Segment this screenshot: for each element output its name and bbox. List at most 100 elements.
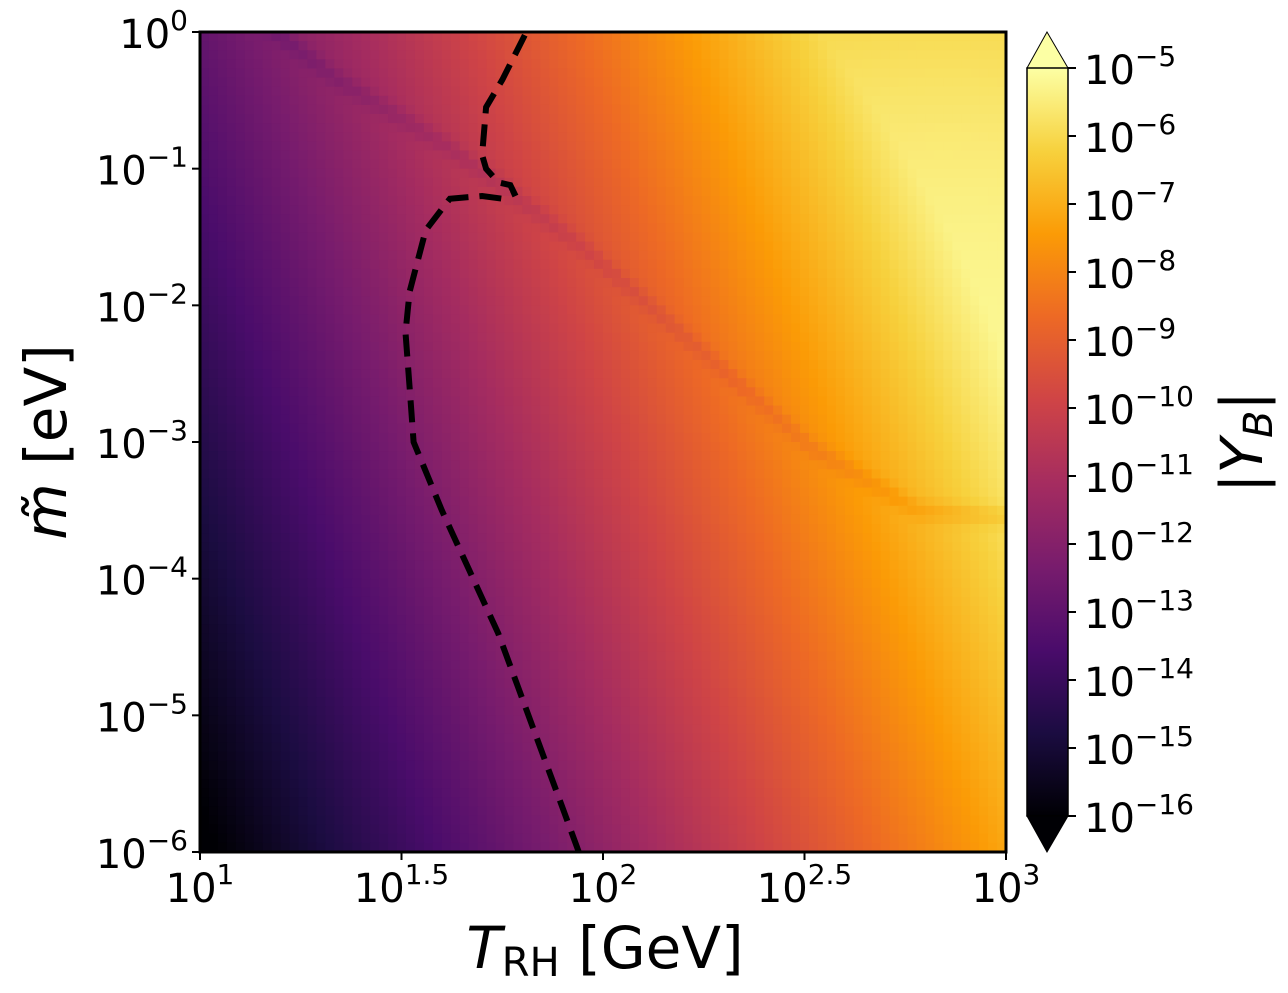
heatmap-cell [988, 341, 998, 352]
heatmap-cell [361, 314, 371, 325]
heatmap-cell [405, 250, 416, 261]
heatmap-cell [585, 478, 595, 489]
heatmap-cell [791, 314, 801, 325]
heatmap-cell [988, 186, 998, 197]
heatmap-cell [325, 268, 335, 279]
heatmap-cell [871, 95, 882, 106]
heatmap-cell [898, 59, 909, 70]
heatmap-cell [997, 369, 1006, 379]
heatmap-cell [943, 524, 953, 534]
heatmap-cell [907, 305, 918, 316]
heatmap-cell [907, 150, 918, 161]
heatmap-cell [961, 168, 971, 179]
heatmap-cell [594, 141, 604, 152]
heatmap-cell [692, 95, 703, 106]
heatmap-cell [576, 50, 586, 60]
heatmap-cell [817, 268, 828, 279]
heatmap-cell [370, 460, 380, 470]
heatmap-cell [540, 59, 550, 70]
heatmap-cell [719, 314, 729, 325]
heatmap-cell [871, 287, 882, 297]
heatmap-cell [307, 460, 318, 470]
heatmap-cell [755, 314, 765, 325]
heatmap-cell [298, 223, 309, 234]
heatmap-cell [620, 95, 631, 106]
heatmap-cell [352, 104, 362, 115]
heatmap-cell [755, 205, 765, 215]
heatmap-cell [289, 86, 300, 97]
heatmap-cell [853, 241, 864, 252]
heatmap-cell [603, 487, 613, 498]
heatmap-cell [800, 259, 810, 270]
heatmap-cell [853, 423, 864, 434]
heatmap-cell [325, 360, 335, 370]
heatmap-cell [692, 114, 703, 124]
heatmap-cell [423, 196, 434, 206]
heatmap-cell [217, 524, 228, 534]
heatmap-cell [611, 223, 622, 234]
heatmap-cell [271, 332, 282, 343]
heatmap-cell [916, 332, 926, 343]
heatmap-cell [674, 396, 685, 407]
heatmap-cell [567, 369, 577, 379]
heatmap-cell [800, 68, 810, 79]
heatmap-cell [468, 305, 479, 316]
heatmap-cell [405, 186, 416, 197]
heatmap-cell [459, 68, 470, 79]
heatmap-cell [656, 287, 667, 297]
heatmap-cell [782, 332, 792, 343]
heatmap-cell [289, 305, 300, 316]
heatmap-cell [549, 68, 559, 79]
heatmap-cell [701, 214, 712, 224]
heatmap-cell [871, 442, 882, 452]
heatmap-cell [325, 259, 335, 270]
heatmap-cell [307, 341, 318, 352]
heatmap-cell [486, 505, 497, 516]
heatmap-cell [244, 232, 255, 243]
heatmap-cell [531, 360, 541, 370]
heatmap-cell [450, 114, 461, 124]
heatmap-cell [808, 305, 819, 316]
heatmap-cell [280, 50, 291, 60]
heatmap-cell [737, 86, 747, 97]
heatmap-cell [522, 423, 532, 434]
heatmap-cell [925, 478, 935, 489]
heatmap-cell [943, 360, 953, 370]
heatmap-cell [844, 59, 855, 70]
heatmap-cell [898, 232, 909, 243]
heatmap-cell [289, 196, 300, 206]
heatmap-cell [200, 432, 210, 443]
heatmap-cell [746, 432, 756, 443]
heatmap-cell [916, 232, 926, 243]
heatmap-cell [647, 487, 658, 498]
heatmap-cell [943, 496, 953, 507]
heatmap-cell [208, 104, 219, 115]
heatmap-cell [961, 268, 971, 279]
heatmap-cell [880, 323, 891, 334]
heatmap-cell [880, 524, 891, 534]
heatmap-cell [665, 241, 676, 252]
heatmap-cell [880, 77, 891, 88]
heatmap-cell [701, 114, 712, 124]
heatmap-cell [298, 469, 309, 480]
heatmap-cell [611, 405, 622, 416]
heatmap-cell [468, 205, 479, 215]
heatmap-cell [441, 423, 452, 434]
heatmap-cell [997, 360, 1006, 370]
heatmap-cell [450, 232, 461, 243]
heatmap-cell [764, 86, 774, 97]
heatmap-cell [208, 68, 219, 79]
heatmap-cell [755, 132, 765, 142]
heatmap-cell [943, 487, 953, 498]
heatmap-cell [334, 86, 344, 97]
heatmap-cell [217, 442, 228, 452]
heatmap-cell [898, 414, 909, 425]
heatmap-cell [540, 432, 550, 443]
heatmap-cell [638, 250, 649, 261]
heatmap-cell [898, 123, 909, 133]
heatmap-cell [934, 268, 944, 279]
heatmap-cell [594, 478, 604, 489]
heatmap-cell [352, 341, 362, 352]
heatmap-cell [728, 141, 738, 152]
heatmap-cell [441, 159, 452, 170]
